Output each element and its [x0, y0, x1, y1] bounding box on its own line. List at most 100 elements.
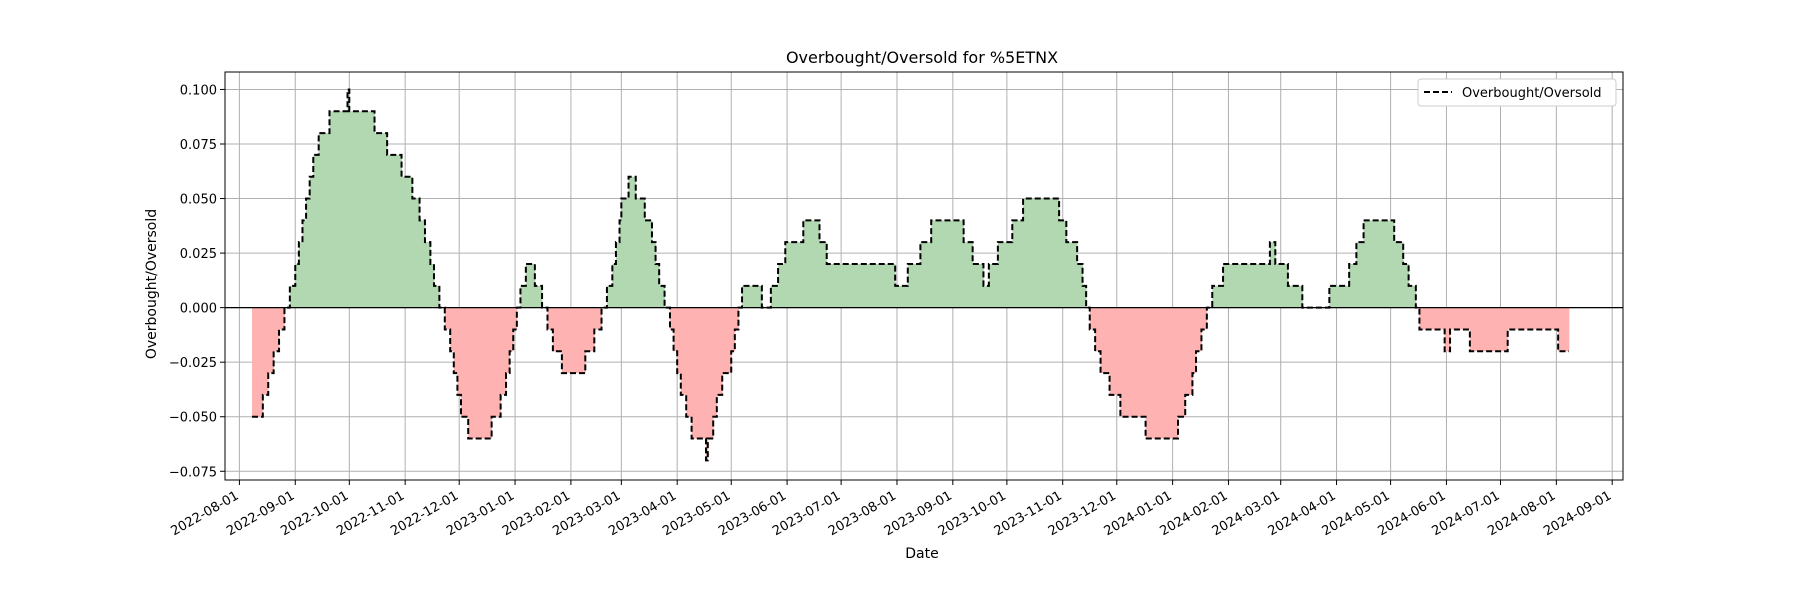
overbought-fill: [1066, 242, 1078, 308]
oversold-fill: [561, 307, 586, 374]
overbought-fill: [433, 285, 440, 308]
y-tick-label: −0.075: [169, 465, 217, 480]
oversold-fill: [686, 307, 693, 417]
overbought-fill: [644, 220, 653, 308]
overbought-fill: [329, 111, 348, 308]
oversold-fill: [279, 307, 285, 330]
overbought-fill: [972, 264, 984, 308]
overbought-fill: [619, 220, 622, 308]
oversold-fill: [273, 307, 280, 352]
overbought-fill: [1269, 242, 1276, 308]
overbought-fill: [1403, 264, 1410, 308]
oversold-fill: [500, 307, 507, 395]
oversold-fill: [1089, 307, 1096, 330]
oversold-fill: [1178, 307, 1186, 417]
oversold-fill: [491, 307, 502, 417]
overbought-fill: [770, 285, 779, 308]
oversold-fill: [1444, 307, 1451, 352]
oversold-fill: [707, 307, 714, 439]
overbought-fill: [895, 285, 909, 308]
overbought-fill: [419, 220, 426, 308]
oversold-fill: [1095, 307, 1101, 352]
oversold-fill: [506, 307, 511, 374]
overbought-fill: [606, 285, 613, 308]
overbought-fill: [295, 264, 300, 308]
y-tick-label: 0.050: [180, 193, 217, 208]
oversold-fill: [268, 307, 275, 374]
overbought-fill: [651, 242, 656, 308]
legend-box: [1417, 78, 1617, 107]
overbought-fill: [1394, 242, 1404, 308]
oversold-fill: [457, 307, 462, 395]
x-axis-title: Date: [905, 546, 938, 562]
y-tick-label: 0.000: [180, 302, 217, 317]
oversold-fill: [1120, 307, 1146, 417]
overbought-fill: [628, 176, 637, 308]
oversold-fill: [552, 307, 563, 352]
overbought-fill: [349, 111, 375, 308]
oversold-fill: [1185, 307, 1193, 395]
overbought-fill: [1349, 264, 1357, 308]
oversold-fill: [677, 307, 682, 374]
overbought-fill: [318, 133, 330, 308]
overbought-fill: [374, 133, 388, 308]
oversold-fill: [509, 307, 514, 352]
overbought-fill: [1356, 242, 1364, 308]
oversold-fill: [722, 307, 732, 374]
overbought-fill: [347, 89, 350, 308]
overbought-fill: [659, 285, 665, 308]
overbought-fill: [1363, 220, 1395, 308]
oversold-fill: [706, 307, 709, 461]
overbought-fill: [1223, 264, 1271, 308]
oversold-fill: [716, 307, 723, 395]
overbought-fill: [1329, 285, 1350, 308]
overbought-fill: [1012, 220, 1024, 308]
oversold-fill: [1109, 307, 1121, 395]
oversold-fill: [252, 307, 264, 417]
overbought-fill: [525, 264, 536, 308]
y-tick-label: 0.100: [180, 83, 217, 98]
oversold-fill: [1558, 307, 1570, 352]
oversold-fill: [1201, 307, 1208, 330]
oversold-fill: [547, 307, 554, 330]
overbought-fill: [309, 176, 314, 308]
legend-label: Overbought/Oversold: [1462, 86, 1602, 101]
overbought-fill: [387, 154, 402, 308]
overbought-fill: [520, 285, 527, 308]
area-fills: [252, 89, 1570, 461]
overbought-fill: [655, 264, 660, 308]
overbought-fill: [819, 242, 828, 308]
overbought-fill: [1082, 285, 1087, 308]
oversold-fill: [461, 307, 469, 417]
overbought-fill: [785, 242, 804, 308]
y-axis: 0.100 0.075 0.050 0.025 0.000 −0.025 −0.050 −0.…: [169, 83, 225, 480]
chart-title: Overbought/Oversold for %5ETNX: [786, 48, 1058, 67]
y-tick-label: −0.025: [169, 356, 217, 371]
overbought-fill: [289, 285, 296, 308]
overbought-fill: [430, 264, 435, 308]
oversold-fill: [1100, 307, 1110, 374]
overbought-fill: [1023, 198, 1060, 308]
oversold-fill: [468, 307, 493, 439]
oversold-fill: [1469, 307, 1509, 352]
oversold-fill: [1196, 307, 1202, 352]
y-tick-label: 0.025: [180, 247, 217, 262]
oversold-fill: [513, 307, 518, 330]
overbought-fill: [997, 242, 1013, 308]
overbought-fill: [931, 220, 965, 308]
overbought-fill: [826, 264, 896, 308]
overbought-fill: [1212, 285, 1224, 308]
overbought-fill: [615, 242, 620, 308]
overbought-fill: [1287, 285, 1303, 308]
overbought-fill: [1275, 264, 1289, 308]
oversold-fill: [673, 307, 678, 352]
overbought-fill: [298, 242, 303, 308]
overbought-fill: [302, 220, 307, 308]
oversold-fill: [680, 307, 687, 395]
overbought-fill: [621, 198, 629, 308]
overbought-fill: [424, 242, 431, 308]
y-axis-title: Overbought/Oversold: [144, 209, 160, 359]
overbought-fill: [612, 264, 617, 308]
oversold-fill: [731, 307, 736, 352]
